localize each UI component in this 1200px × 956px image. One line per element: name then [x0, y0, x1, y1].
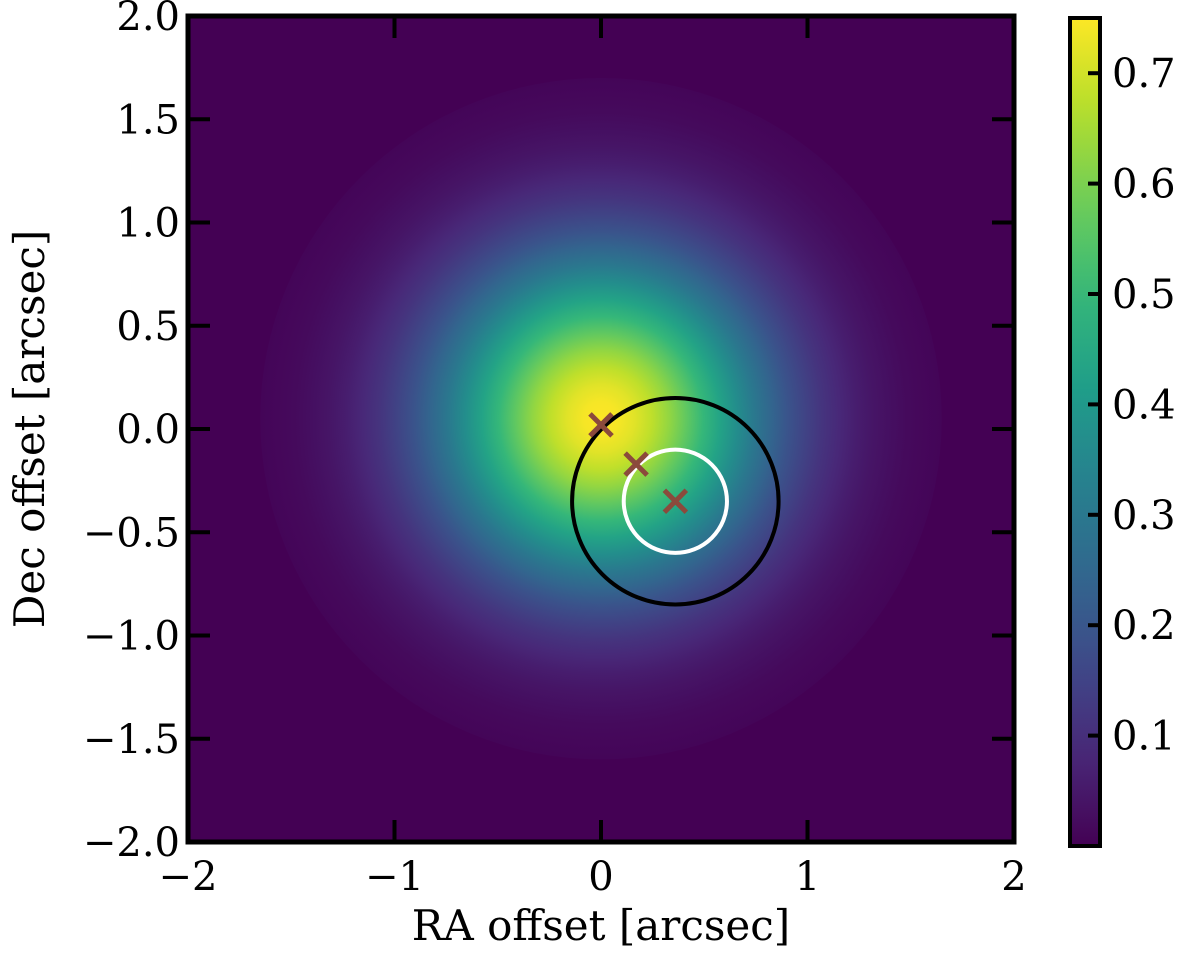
x-tick-label: 0	[588, 854, 613, 900]
colorbar-tick-label: 0.3	[1112, 493, 1176, 539]
y-tick-label: 0.0	[116, 407, 180, 453]
colorbar-frame	[1068, 16, 1102, 848]
x-tick-labels: −2 −1 0 1 2	[159, 854, 1027, 900]
colorbar-tick-label: 0.5	[1112, 272, 1176, 318]
x-tick-label: −1	[365, 854, 424, 900]
colorbar-tick-label: 0.7	[1112, 51, 1176, 97]
y-tick-labels: −2.0 −1.5 −1.0 −0.5 0.0 0.5 1.0 1.5 2.0	[83, 0, 180, 866]
y-tick-label: 1.5	[116, 97, 180, 143]
aperture-circle-1	[570, 396, 781, 607]
y-tick-label: −2.0	[83, 820, 180, 866]
y-tick-label: 1.0	[116, 201, 180, 247]
colorbar: 0.1 0.2 0.3 0.4 0.5 0.6 0.7	[1068, 16, 1176, 848]
plot-frame	[185, 13, 1017, 845]
y-tick-label: 0.5	[116, 304, 180, 350]
intensity-peak	[260, 77, 942, 760]
position-markers	[588, 412, 689, 515]
y-tick-label: −1.0	[83, 614, 180, 660]
colorbar-tick-label: 0.6	[1112, 162, 1176, 208]
x-tick-label: 1	[795, 854, 820, 900]
x-axis-label: RA offset [arcsec]	[412, 901, 790, 950]
y-axis-label: Dec offset [arcsec]	[5, 230, 54, 629]
y-tick-label: −0.5	[83, 510, 180, 556]
aperture-circles	[570, 396, 781, 607]
y-tick-label: −1.5	[83, 717, 180, 763]
aperture-circle-2	[621, 447, 729, 555]
colorbar-tick-label: 0.1	[1112, 714, 1176, 760]
x-tick-label: −2	[159, 854, 218, 900]
x-tick-label: 2	[1001, 854, 1026, 900]
plot-area	[185, 13, 1017, 845]
x-marker-3	[662, 488, 689, 515]
colorbar-tick-label: 0.2	[1112, 603, 1176, 649]
x-marker-2	[623, 451, 649, 477]
colorbar-scale	[1070, 18, 1100, 846]
y-tick-label: 2.0	[116, 0, 180, 40]
x-marker-1	[588, 412, 614, 438]
colorbar-tick-label: 0.4	[1112, 382, 1176, 428]
colorbar-ticks: 0.1 0.2 0.3 0.4 0.5 0.6 0.7	[1088, 51, 1176, 760]
